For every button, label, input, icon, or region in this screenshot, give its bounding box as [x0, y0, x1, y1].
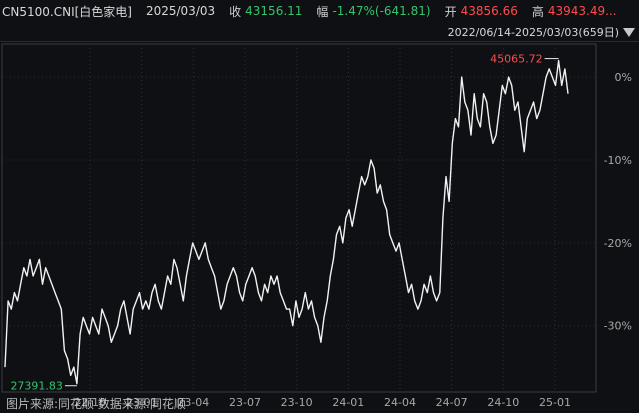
open-value: 43856.66: [460, 4, 518, 18]
axis-labels: 0% -10% -20% -30% 22-10 23-01 23-04 23-07 23-10 2…: [74, 71, 632, 409]
high-label: 高: [531, 4, 544, 19]
dropdown-triangle-icon[interactable]: [623, 27, 635, 37]
x-tick-label: 22-10: [74, 396, 106, 409]
quote-date: 2025/03/03: [145, 4, 216, 18]
y-tick-label: -30%: [604, 320, 632, 333]
range-text[interactable]: 2022/06/14-2025/03/03(659日): [447, 26, 619, 39]
y-tick-label: 0%: [615, 71, 632, 84]
x-tick-label: 24-01: [332, 396, 364, 409]
x-tick-label: 24-07: [436, 396, 468, 409]
x-tick-label: 25-01: [539, 396, 571, 409]
close-label: 收: [229, 4, 242, 19]
annotations: 45065.72 27391.83: [10, 53, 559, 393]
grid-lines: [1, 43, 597, 393]
x-tick-label: 23-01: [126, 396, 158, 409]
change-label: 幅: [316, 4, 329, 19]
high-value: 43943.49...: [547, 4, 617, 18]
x-tick-label: 24-04: [384, 396, 416, 409]
y-tick-label: -20%: [604, 237, 632, 250]
x-tick-label: 24-10: [487, 396, 519, 409]
x-tick-label: 23-10: [281, 396, 313, 409]
min-value-label: 27391.83: [10, 380, 63, 393]
quote-header: CN5100.CNI[白色家电] 2025/03/03 收 43156.11 幅…: [0, 0, 639, 22]
open-label: 开: [444, 4, 457, 19]
plot-frame: [1, 43, 597, 393]
watermark-text: 图片来源:同花顺 数据来源:同花顺: [6, 396, 186, 411]
header-divider: [0, 41, 639, 42]
price-line: [4, 59, 569, 385]
close-value: 43156.11: [245, 4, 303, 18]
symbol-label[interactable]: CN5100.CNI[白色家电]: [2, 4, 132, 19]
x-tick-label: 23-07: [229, 396, 261, 409]
range-selector[interactable]: 2022/06/14-2025/03/03(659日): [448, 23, 639, 41]
change-value: -1.47%(-641.81): [332, 4, 431, 18]
x-tick-label: 23-04: [177, 396, 209, 409]
y-tick-label: -10%: [604, 154, 632, 167]
max-value-label: 45065.72: [490, 53, 543, 66]
